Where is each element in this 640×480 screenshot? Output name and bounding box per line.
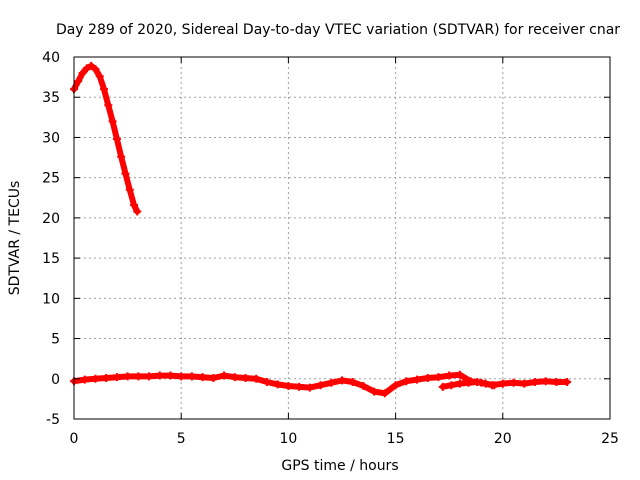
data-point bbox=[402, 377, 411, 386]
data-point bbox=[177, 372, 186, 381]
y-tick-label: 30 bbox=[42, 130, 60, 146]
data-point bbox=[112, 373, 121, 382]
y-axis-label: SDTVAR / TECUs bbox=[7, 181, 23, 296]
data-point bbox=[316, 381, 325, 390]
data-point bbox=[520, 379, 529, 388]
data-point bbox=[80, 375, 89, 384]
data-point bbox=[273, 380, 282, 389]
data-point bbox=[121, 169, 130, 178]
data-point bbox=[155, 371, 164, 380]
data-point bbox=[490, 381, 499, 390]
data-point bbox=[348, 377, 357, 386]
data-point bbox=[102, 373, 111, 382]
data-point bbox=[117, 152, 126, 161]
data-point bbox=[413, 375, 422, 384]
data-point bbox=[123, 372, 132, 381]
data-point bbox=[241, 373, 250, 382]
data-point bbox=[305, 383, 314, 392]
data-point bbox=[209, 373, 218, 382]
data-point bbox=[359, 382, 368, 391]
y-tick-label: 15 bbox=[42, 251, 60, 267]
series-line bbox=[71, 62, 141, 215]
data-point bbox=[112, 135, 121, 144]
y-tick-label: 35 bbox=[42, 90, 60, 106]
data-point bbox=[95, 72, 104, 81]
x-tick-label: 20 bbox=[494, 431, 512, 447]
data-point bbox=[220, 371, 229, 380]
grid-lines bbox=[74, 57, 610, 419]
data-point bbox=[130, 201, 139, 210]
data-point bbox=[78, 69, 87, 78]
data-point bbox=[338, 376, 346, 385]
x-tick-label: 25 bbox=[601, 431, 619, 447]
series-high-arc bbox=[70, 61, 142, 216]
data-point bbox=[87, 61, 96, 70]
data-point bbox=[104, 101, 113, 110]
plot-frame bbox=[73, 56, 611, 420]
data-point bbox=[108, 117, 117, 126]
data-point bbox=[423, 373, 432, 382]
data-point bbox=[447, 381, 456, 390]
x-axis-label: GPS time / hours bbox=[281, 458, 398, 474]
data-point bbox=[91, 374, 100, 383]
data-point bbox=[230, 373, 239, 382]
data-point bbox=[445, 371, 454, 380]
data-point bbox=[563, 377, 572, 386]
data-point bbox=[530, 377, 539, 386]
x-tick-label: 0 bbox=[70, 431, 79, 447]
data-point bbox=[541, 377, 550, 386]
data-point bbox=[252, 374, 261, 383]
data-point bbox=[100, 85, 109, 94]
data-point bbox=[455, 370, 464, 379]
data-point bbox=[509, 378, 518, 387]
data-point bbox=[498, 379, 507, 388]
y-tick-label: 10 bbox=[42, 291, 60, 307]
data-point bbox=[166, 371, 175, 380]
data-point bbox=[327, 378, 336, 387]
data-point bbox=[370, 387, 379, 396]
data-point bbox=[481, 379, 490, 388]
data-point bbox=[198, 373, 207, 382]
data-point bbox=[552, 377, 561, 386]
data-point bbox=[74, 77, 83, 86]
data-layer bbox=[70, 61, 572, 398]
data-point bbox=[295, 382, 304, 391]
data-point bbox=[380, 389, 389, 398]
data-point bbox=[134, 372, 143, 381]
x-tick-label: 10 bbox=[279, 431, 297, 447]
y-tick-label: 0 bbox=[51, 372, 60, 388]
data-point bbox=[91, 65, 100, 74]
data-point bbox=[145, 372, 154, 381]
data-point bbox=[187, 372, 196, 381]
data-point bbox=[473, 377, 482, 386]
y-tick-label: 20 bbox=[42, 211, 60, 227]
data-point bbox=[82, 64, 91, 73]
tick-labels: 0 5 10 15 20 25 -5 0 5 10 15 20 25 30 35 40 bbox=[42, 50, 619, 447]
data-point bbox=[133, 207, 142, 216]
data-point bbox=[455, 379, 464, 388]
x-tick-label: 5 bbox=[177, 431, 186, 447]
y-tick-label: -5 bbox=[46, 412, 60, 428]
data-point bbox=[125, 185, 134, 194]
series-secondary-trace bbox=[438, 377, 499, 391]
axis-ticks bbox=[73, 56, 611, 420]
data-point bbox=[391, 381, 400, 390]
data-point bbox=[434, 373, 443, 382]
chart-title: Day 289 of 2020, Sidereal Day-to-day VTE… bbox=[56, 22, 620, 38]
x-tick-label: 15 bbox=[387, 431, 405, 447]
data-point bbox=[284, 382, 293, 391]
y-tick-label: 40 bbox=[42, 50, 60, 66]
data-point bbox=[464, 378, 473, 387]
y-tick-label: 5 bbox=[51, 332, 60, 348]
data-point bbox=[262, 377, 271, 386]
data-point bbox=[438, 382, 447, 391]
y-tick-label: 25 bbox=[42, 171, 60, 187]
